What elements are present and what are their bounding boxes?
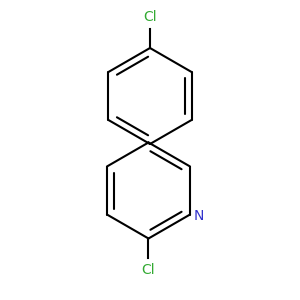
Text: Cl: Cl: [142, 262, 155, 277]
Text: N: N: [194, 209, 204, 223]
Text: Cl: Cl: [143, 10, 157, 24]
